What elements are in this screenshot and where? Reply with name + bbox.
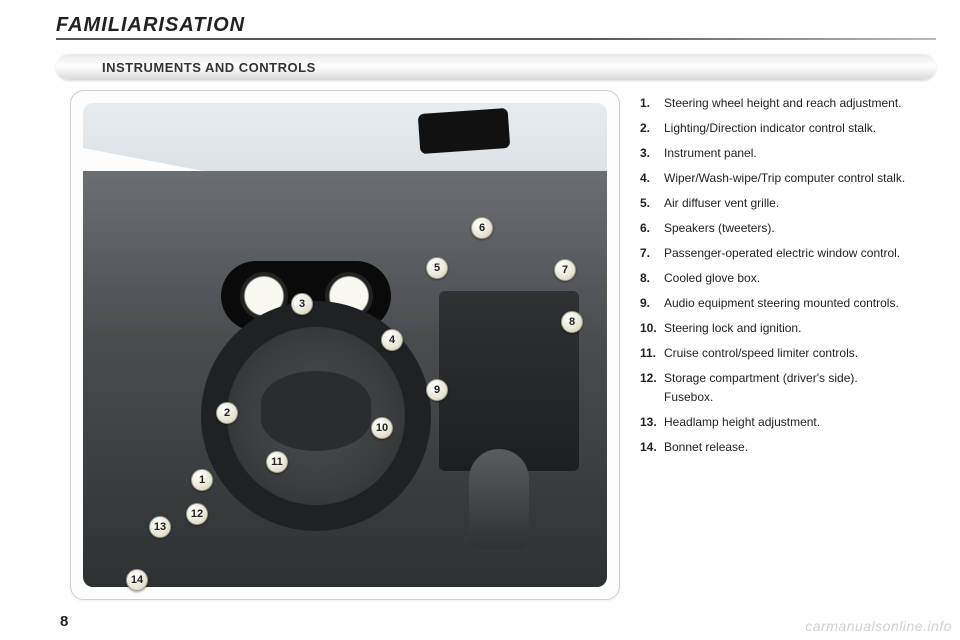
- list-item: 13.Headlamp height adjustment.: [640, 415, 940, 430]
- list-item-number: 13.: [640, 415, 664, 430]
- list-item: 14.Bonnet release.: [640, 440, 940, 455]
- dashboard-photo-frame: 1234567891011121314: [70, 90, 620, 600]
- callout-12: 12: [186, 503, 208, 525]
- callout-6: 6: [471, 217, 493, 239]
- callout-14: 14: [126, 569, 148, 591]
- list-item-number: 2.: [640, 121, 664, 136]
- list-item-text: Cooled glove box.: [664, 271, 940, 286]
- list-item-text: Headlamp height adjustment.: [664, 415, 940, 430]
- list-item: 7.Passenger-operated electric window con…: [640, 246, 940, 261]
- list-item-number: 1.: [640, 96, 664, 111]
- list-item-number: 4.: [640, 171, 664, 186]
- list-item: 1.Steering wheel height and reach adjust…: [640, 96, 940, 111]
- manual-page: FAMILIARISATION INSTRUMENTS AND CONTROLS…: [0, 0, 960, 640]
- callout-7: 7: [554, 259, 576, 281]
- list-item: 11.Cruise control/speed limiter controls…: [640, 346, 940, 361]
- list-item-text: Audio equipment steering mounted control…: [664, 296, 940, 311]
- list-item-number: 12.: [640, 371, 664, 386]
- controls-list: 1.Steering wheel height and reach adjust…: [640, 96, 940, 465]
- list-item-number: 8.: [640, 271, 664, 286]
- rearview-mirror: [418, 108, 511, 154]
- callout-1: 1: [191, 469, 213, 491]
- callout-9: 9: [426, 379, 448, 401]
- section-title: INSTRUMENTS AND CONTROLS: [102, 60, 316, 75]
- callout-13: 13: [149, 516, 171, 538]
- list-item-text: Instrument panel.: [664, 146, 940, 161]
- list-item: 2.Lighting/Direction indicator control s…: [640, 121, 940, 136]
- list-item-number: 11.: [640, 346, 664, 361]
- list-item-number: 3.: [640, 146, 664, 161]
- list-item-number: 9.: [640, 296, 664, 311]
- gear-shifter: [469, 449, 529, 549]
- list-item: 10.Steering lock and ignition.: [640, 321, 940, 336]
- list-item-text: Steering wheel height and reach adjustme…: [664, 96, 940, 111]
- list-item: 6.Speakers (tweeters).: [640, 221, 940, 236]
- callout-4: 4: [381, 329, 403, 351]
- callout-10: 10: [371, 417, 393, 439]
- list-item-text: Wiper/Wash-wipe/Trip computer control st…: [664, 171, 940, 186]
- list-item-extra: Fusebox.: [664, 390, 940, 405]
- callout-2: 2: [216, 402, 238, 424]
- list-item-text: Air diffuser vent grille.: [664, 196, 940, 211]
- section-bar: INSTRUMENTS AND CONTROLS: [56, 54, 936, 80]
- list-item: 5.Air diffuser vent grille.: [640, 196, 940, 211]
- callout-3: 3: [291, 293, 313, 315]
- list-item-number: 7.: [640, 246, 664, 261]
- list-item-text: Cruise control/speed limiter controls.: [664, 346, 940, 361]
- list-item: 8.Cooled glove box.: [640, 271, 940, 286]
- list-item: 4.Wiper/Wash-wipe/Trip computer control …: [640, 171, 940, 186]
- callout-11: 11: [266, 451, 288, 473]
- chapter-title: FAMILIARISATION: [56, 14, 245, 37]
- list-item-number: 10.: [640, 321, 664, 336]
- callout-5: 5: [426, 257, 448, 279]
- list-item-text: Bonnet release.: [664, 440, 940, 455]
- list-item-text: Steering lock and ignition.: [664, 321, 940, 336]
- list-item: 12.Storage compartment (driver's side).: [640, 371, 940, 386]
- list-item: 3.Instrument panel.: [640, 146, 940, 161]
- steering-hub: [261, 371, 371, 451]
- list-item-number: 14.: [640, 440, 664, 455]
- list-item-text: Lighting/Direction indicator control sta…: [664, 121, 940, 136]
- chapter-rule: [56, 38, 936, 40]
- list-item-number: 5.: [640, 196, 664, 211]
- callout-8: 8: [561, 311, 583, 333]
- dashboard-photo: 1234567891011121314: [71, 91, 619, 599]
- list-item: 9.Audio equipment steering mounted contr…: [640, 296, 940, 311]
- watermark: carmanualsonline.info: [805, 618, 952, 634]
- list-item-text: Speakers (tweeters).: [664, 221, 940, 236]
- page-number: 8: [60, 613, 68, 630]
- list-item-text: Storage compartment (driver's side).: [664, 371, 940, 386]
- list-item-text: Passenger-operated electric window contr…: [664, 246, 940, 261]
- center-stack: [439, 291, 579, 471]
- list-item-number: 6.: [640, 221, 664, 236]
